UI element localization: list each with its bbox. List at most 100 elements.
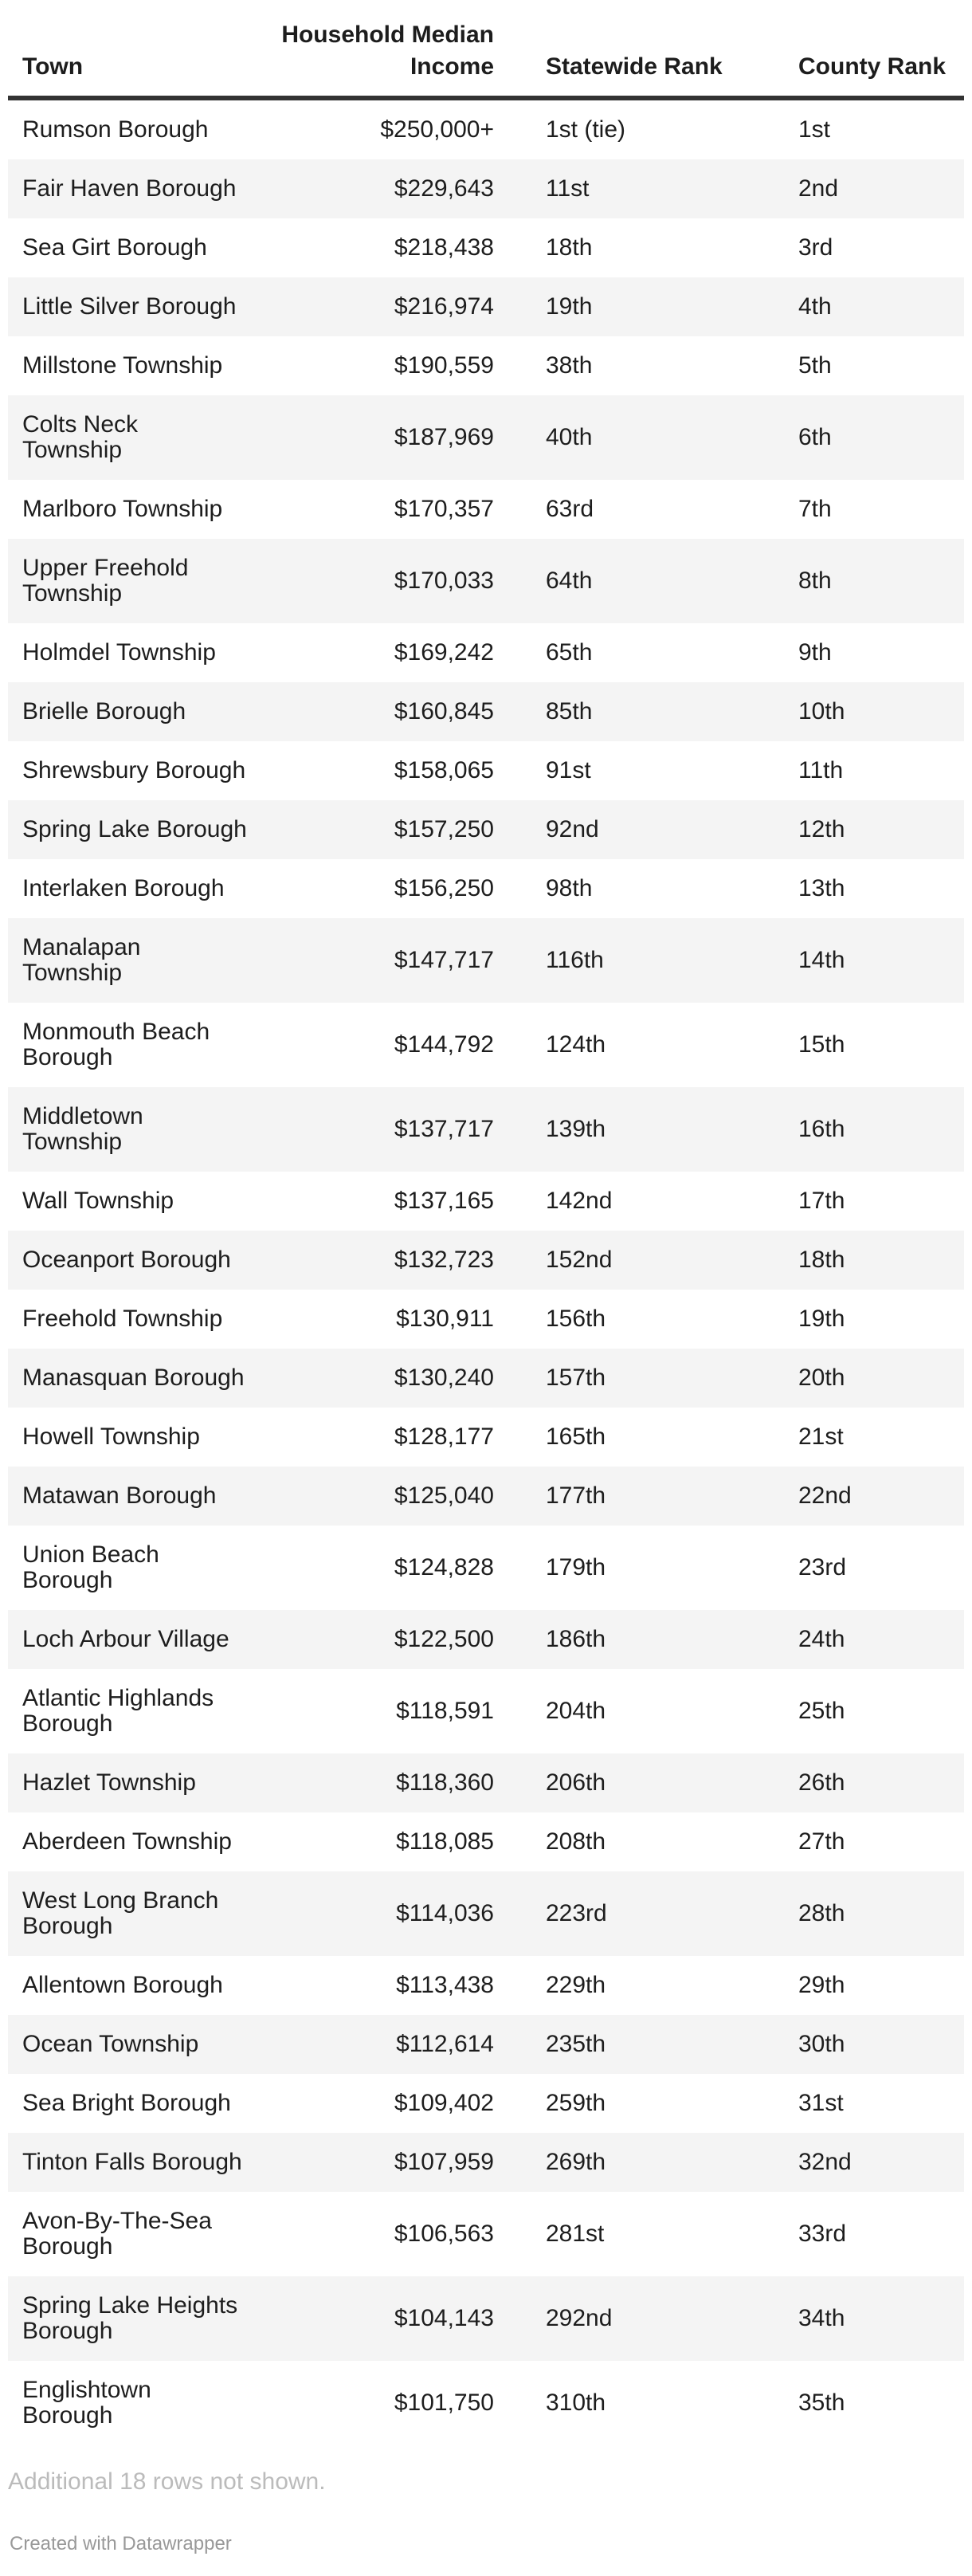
income-cell: $190,559 [394,352,494,379]
town-cell: Howell Township [22,1423,200,1450]
statewide-rank-cell: 142nd [546,1188,613,1214]
town-cell: Spring Lake Borough [22,816,247,842]
town-cell: Holmdel Township [22,639,216,666]
income-cell: $218,438 [394,234,494,261]
statewide-rank-cell: 156th [546,1306,606,1332]
statewide-rank-cell: 64th [546,567,593,594]
town-cell: Sea Girt Borough [22,234,207,261]
income-cell: $118,085 [396,1828,494,1855]
statewide-rank-cell: 152nd [546,1247,613,1273]
county-rank-cell: 11th [798,757,844,783]
county-rank-cell: 35th [798,2389,845,2416]
table-row: Sea Girt Borough $218,438 18th 3rd [8,218,964,277]
town-cell: Union Beach Borough [22,1541,159,1593]
county-rank-cell: 19th [798,1306,845,1332]
county-rank-cell: 3rd [798,234,833,261]
statewide-rank-cell: 18th [546,234,593,261]
income-cell: $104,143 [394,2305,494,2331]
table-row: Sea Bright Borough $109,402 259th 31st [8,2074,964,2133]
table-row: Shrewsbury Borough $158,065 91st 11th [8,741,964,800]
income-cell: $216,974 [394,293,494,320]
county-rank-cell: 15th [798,1031,845,1058]
table-row: Little Silver Borough $216,974 19th 4th [8,277,964,336]
table-row: Ocean Township $112,614 235th 30th [8,2015,964,2074]
column-header-county-rank: County Rank [798,0,964,100]
income-cell: $130,911 [396,1306,494,1332]
county-rank-cell: 27th [798,1828,845,1855]
table-row: Avon-By-The-Sea Borough $106,563 281st 3… [8,2192,964,2276]
table-row: Union Beach Borough $124,828 179th 23rd [8,1526,964,1610]
town-cell: Middletown Township [22,1103,143,1155]
table-row: Holmdel Township $169,242 65th 9th [8,623,964,682]
table-row: Loch Arbour Village $122,500 186th 24th [8,1610,964,1669]
statewide-rank-cell: 139th [546,1116,606,1142]
statewide-rank-cell: 310th [546,2389,606,2416]
statewide-rank-cell: 38th [546,352,593,379]
statewide-rank-cell: 229th [546,1972,606,1998]
income-cell: $118,591 [396,1698,494,1724]
county-rank-cell: 23rd [798,1554,847,1581]
table-row: Aberdeen Township $118,085 208th 27th [8,1812,964,1871]
income-cell: $113,438 [396,1972,494,1998]
income-cell: $124,828 [394,1554,494,1581]
statewide-rank-cell: 91st [546,757,591,783]
statewide-rank-cell: 40th [546,424,593,450]
town-cell: Matawan Borough [22,1482,217,1509]
income-cell: $106,563 [394,2221,494,2247]
county-rank-cell: 20th [798,1365,845,1391]
county-rank-cell: 25th [798,1698,845,1724]
income-cell: $250,000+ [380,116,494,143]
table-row: Brielle Borough $160,845 85th 10th [8,682,964,741]
statewide-rank-cell: 165th [546,1423,606,1450]
town-cell: Sea Bright Borough [22,2090,231,2116]
county-rank-cell: 17th [798,1188,845,1214]
table-row: Interlaken Borough $156,250 98th 13th [8,859,964,918]
income-cell: $144,792 [394,1031,494,1058]
county-rank-cell: 22nd [798,1482,852,1509]
table-row: Colts Neck Township $187,969 40th 6th [8,395,964,480]
town-cell: Loch Arbour Village [22,1626,229,1652]
income-cell: $170,357 [394,496,494,522]
income-cell: $125,040 [394,1482,494,1509]
county-rank-cell: 6th [798,424,832,450]
town-cell: Monmouth Beach Borough [22,1019,210,1070]
county-rank-cell: 8th [798,567,832,594]
table-row: Upper Freehold Township $170,033 64th 8t… [8,539,964,623]
income-cell: $112,614 [396,2031,494,2057]
income-cell: $229,643 [394,175,494,202]
county-rank-cell: 28th [798,1900,845,1926]
income-cell: $137,165 [394,1188,494,1214]
income-cell: $156,250 [394,875,494,901]
statewide-rank-cell: 157th [546,1365,606,1391]
town-cell: Freehold Township [22,1306,223,1332]
income-cell: $157,250 [394,816,494,842]
county-rank-cell: 24th [798,1626,845,1652]
town-cell: Fair Haven Borough [22,175,237,202]
column-header-town: Town [8,0,271,100]
statewide-rank-cell: 292nd [546,2305,613,2331]
income-cell: $187,969 [394,424,494,450]
county-rank-cell: 16th [798,1116,845,1142]
income-cell: $169,242 [394,639,494,666]
income-cell: $160,845 [394,698,494,724]
column-header-income: Household Median Income [271,0,510,100]
income-cell: $109,402 [394,2090,494,2116]
income-cell: $114,036 [396,1900,494,1926]
county-rank-cell: 2nd [798,175,839,202]
statewide-rank-cell: 19th [546,293,593,320]
statewide-rank-cell: 65th [546,639,593,666]
statewide-rank-cell: 11st [546,175,590,202]
statewide-rank-cell: 223rd [546,1900,607,1926]
town-cell: Englishtown Borough [22,2377,151,2429]
town-cell: Shrewsbury Borough [22,757,246,783]
additional-rows-note: Additional 18 rows not shown. [8,2468,326,2495]
town-cell: Avon-By-The-Sea Borough [22,2208,212,2260]
town-cell: Allentown Borough [22,1972,223,1998]
county-rank-cell: 7th [798,496,832,522]
table-row: Marlboro Township $170,357 63rd 7th [8,480,964,539]
statewide-rank-cell: 98th [546,875,593,901]
statewide-rank-cell: 85th [546,698,593,724]
town-cell: West Long Branch Borough [22,1887,219,1939]
county-rank-cell: 13th [798,875,845,901]
